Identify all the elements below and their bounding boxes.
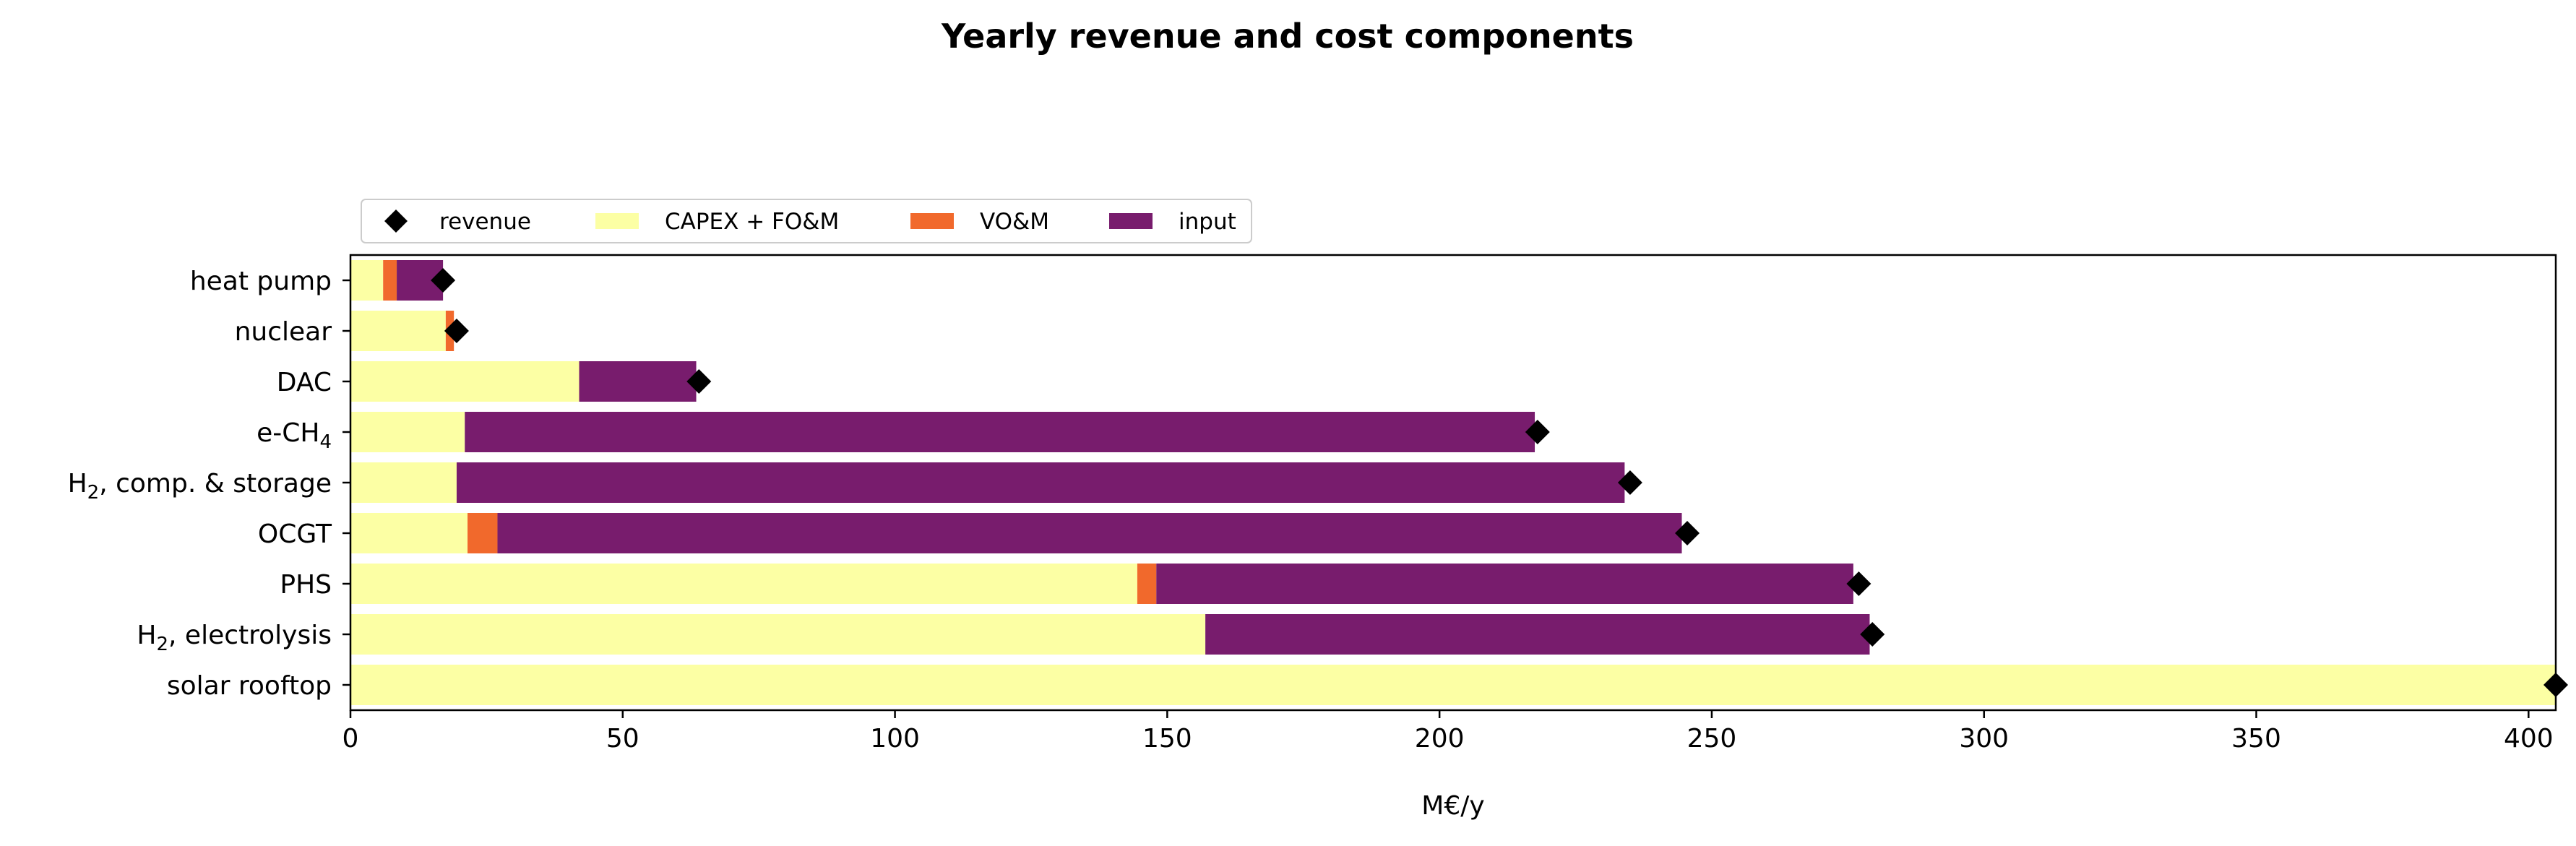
y-tick-label-main: OCGT — [258, 519, 332, 549]
bar-capex-fo-m-5 — [350, 513, 468, 553]
bar-capex-fo-m-6 — [350, 564, 1137, 604]
y-tick-label-main: PHS — [280, 570, 332, 600]
legend-label-capex-fo-m: CAPEX + FO&M — [665, 209, 839, 235]
bar-capex-fo-m-1 — [350, 311, 446, 351]
legend: revenue CAPEX + FO&M VO&M input — [361, 199, 1252, 243]
bar-input-4 — [456, 462, 1625, 503]
bar-capex-fo-m-0 — [350, 260, 384, 301]
revenue-marker-6 — [1846, 571, 1871, 596]
y-tick-label-main: heat pump — [190, 267, 332, 296]
x-tick-label-300: 300 — [1959, 724, 2009, 754]
y-tick-label-main: H — [68, 469, 87, 498]
y-tick-label-subscript: 4 — [319, 431, 332, 453]
revenue-marker-7 — [1860, 622, 1885, 647]
chart-title: Yearly revenue and cost components — [941, 17, 1634, 56]
bar-capex-fo-m-3 — [350, 412, 465, 452]
revenue-marker-3 — [1525, 420, 1550, 444]
bar-input-6 — [1156, 564, 1853, 604]
y-tick-label-subscript: 2 — [87, 482, 100, 504]
bar-input-3 — [465, 412, 1535, 452]
legend-swatch-vo-m — [910, 213, 954, 229]
y-tick-label-main: solar rooftop — [167, 671, 332, 701]
y-tick-label-0: heat pump — [190, 267, 332, 296]
x-tick-label-150: 150 — [1142, 724, 1192, 754]
y-tick-label-7: H2, electrolysis — [137, 621, 332, 655]
x-tick-label-200: 200 — [1415, 724, 1465, 754]
y-tick-label-main: H — [137, 621, 156, 650]
bar-input-7 — [1205, 614, 1870, 655]
revenue-marker-0 — [431, 268, 456, 293]
y-tick-label-3: e-CH4 — [257, 418, 332, 453]
revenue-marker-5 — [1675, 521, 1700, 545]
bar-input-5 — [497, 513, 1682, 553]
bar-input-2 — [579, 361, 697, 402]
y-tick-label-8: solar rooftop — [167, 671, 332, 701]
bars-layer — [350, 260, 2556, 705]
x-tick-label-350: 350 — [2231, 724, 2281, 754]
revenue-markers-layer — [431, 268, 2568, 697]
x-tick-label-0: 0 — [343, 724, 359, 754]
legend-swatch-input — [1109, 213, 1153, 229]
y-tick-label-main: e-CH — [257, 418, 319, 448]
revenue-marker-4 — [1617, 470, 1642, 495]
legend-label-vo-m: VO&M — [980, 209, 1049, 235]
legend-label-revenue: revenue — [439, 209, 531, 235]
x-axis: 0 50 100 150 200 250 300 350 400 — [343, 710, 2554, 754]
x-axis-label: M€/y — [1421, 791, 1484, 821]
y-tick-label-2: DAC — [277, 368, 332, 397]
y-tick-label-tail: , comp. & storage — [99, 469, 332, 498]
legend-swatch-capex-fo-m — [595, 213, 639, 229]
x-tick-label-100: 100 — [870, 724, 920, 754]
revenue-marker-2 — [686, 369, 712, 394]
revenue-marker-1 — [444, 319, 469, 343]
bar-vo-m-5 — [468, 513, 498, 553]
legend-label-input: input — [1179, 209, 1236, 235]
y-tick-label-subscript: 2 — [157, 634, 169, 655]
bar-vo-m-6 — [1137, 564, 1157, 604]
bar-capex-fo-m-7 — [350, 614, 1206, 655]
y-tick-label-6: PHS — [280, 570, 332, 600]
x-tick-label-50: 50 — [606, 724, 639, 754]
y-tick-label-tail: , electrolysis — [168, 621, 332, 650]
x-tick-label-250: 250 — [1687, 724, 1737, 754]
y-tick-label-5: OCGT — [258, 519, 332, 549]
bar-vo-m-0 — [383, 260, 397, 301]
y-tick-label-main: DAC — [277, 368, 332, 397]
x-tick-label-400: 400 — [2504, 724, 2554, 754]
legend-marker-revenue — [384, 210, 408, 233]
bar-capex-fo-m-2 — [350, 361, 580, 402]
bar-capex-fo-m-8 — [350, 665, 2556, 705]
bar-capex-fo-m-4 — [350, 462, 457, 503]
y-tick-label-main: nuclear — [235, 317, 332, 347]
y-tick-label-1: nuclear — [235, 317, 332, 347]
legend-box — [361, 199, 1252, 243]
y-tick-label-4: H2, comp. & storage — [68, 469, 332, 504]
